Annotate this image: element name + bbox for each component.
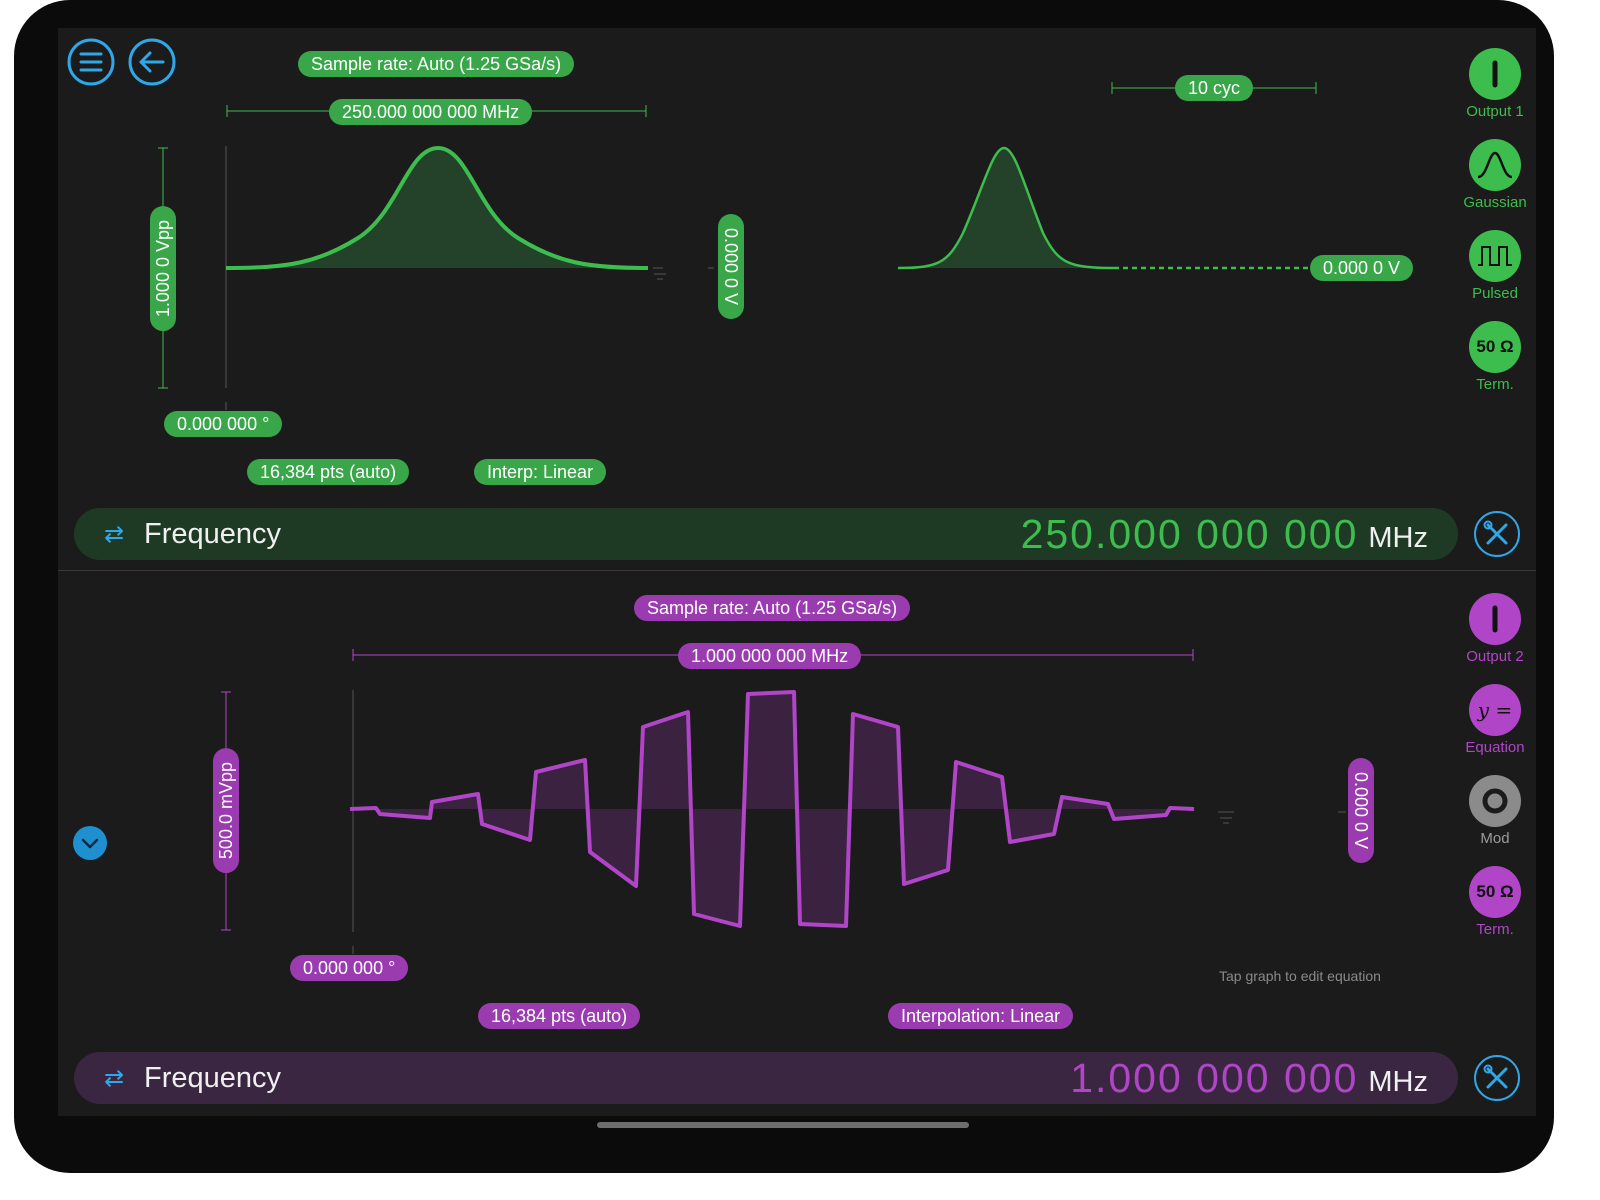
back-button[interactable] [128, 38, 176, 86]
output-2-toggle[interactable]: Output 2 [1455, 593, 1535, 665]
pulsed-mode-button[interactable]: Pulsed [1455, 230, 1535, 302]
ch1-frequency-bar[interactable]: ⇄ Frequency 250.000 000 000 MHz [74, 508, 1458, 560]
ch1-cycles-pill[interactable]: 10 cyc [1175, 75, 1254, 101]
chevron-down-icon [81, 838, 99, 849]
ch2-parameter-name: Frequency [144, 1061, 282, 1094]
ch2-waveform-fill [350, 692, 1194, 926]
channel-divider [58, 570, 1536, 571]
ch1-gaussian-fill [226, 148, 648, 268]
mod-ring-icon [1469, 775, 1521, 827]
ch1-frequency-value[interactable]: 250.000 000 000 [1020, 510, 1359, 557]
screen: Sample rate: Auto (1.25 GSa/s) 250.000 0… [58, 28, 1536, 1116]
ch1-term-label: Term. [1476, 376, 1514, 393]
menu-icon [67, 38, 115, 86]
ch1-frequency-pill[interactable]: 250.000 000 000 MHz [329, 99, 533, 125]
ch1-interp-pill[interactable]: Interp: Linear [474, 459, 607, 485]
ch1-points-pill[interactable]: 16,384 pts (auto) [247, 459, 410, 485]
ch2-tools-button[interactable] [1474, 1055, 1520, 1101]
pulse-train-icon [1469, 230, 1521, 282]
pulsed-label: Pulsed [1472, 285, 1518, 302]
ch1-amplitude-pill[interactable]: 1.000 0 Vpp [150, 206, 176, 332]
output-1-toggle[interactable]: Output 1 [1455, 48, 1535, 120]
ch1-offset-pill[interactable]: 0.000 0 V [718, 214, 744, 320]
back-arrow-icon [128, 38, 176, 86]
gaussian-label: Gaussian [1463, 194, 1527, 211]
ch1-tools-button[interactable] [1474, 511, 1520, 557]
ch2-termination-button[interactable]: 50 Ω Term. [1455, 866, 1535, 938]
ch1-gaussian-trace [225, 145, 649, 270]
wrench-screwdriver-icon [1483, 1064, 1508, 1089]
gaussian-waveform-button[interactable]: Gaussian [1455, 139, 1535, 211]
power-icon [1469, 593, 1521, 645]
ch2-frequency-unit[interactable]: MHz [1368, 1065, 1428, 1098]
menu-button[interactable] [67, 38, 115, 86]
edit-equation-hint: Tap graph to edit equation [1219, 968, 1381, 984]
ch2-waveform-graph[interactable] [58, 572, 1458, 992]
ch1-parameter-name: Frequency [144, 517, 282, 550]
power-icon [1469, 48, 1521, 100]
ch2-interp-pill[interactable]: Interpolation: Linear [888, 1003, 1074, 1029]
ch2-amplitude-pill[interactable]: 500.0 mVpp [213, 748, 239, 874]
ch2-frequency-value[interactable]: 1.000 000 000 [1070, 1054, 1359, 1101]
ch2-frequency-bar[interactable]: ⇄ Frequency 1.000 000 000 MHz [74, 1052, 1458, 1104]
ch1-frequency-unit[interactable]: MHz [1368, 521, 1428, 554]
swap-arrows-icon[interactable]: ⇄ [104, 520, 125, 548]
equation-icon: y = [1469, 684, 1521, 736]
ch1-level-pill[interactable]: 0.000 0 V [1310, 255, 1414, 281]
equation-waveform-button[interactable]: y = Equation [1455, 684, 1535, 756]
ch1-phase-pill[interactable]: 0.000 000 ° [164, 411, 283, 437]
termination-value: 50 Ω [1469, 866, 1521, 918]
wrench-screwdriver-icon [1483, 520, 1508, 545]
ch1-termination-button[interactable]: 50 Ω Term. [1455, 321, 1535, 393]
ch2-points-pill[interactable]: 16,384 pts (auto) [478, 1003, 641, 1029]
ch2-waveform-trace [349, 690, 1195, 928]
ch2-phase-pill[interactable]: 0.000 000 ° [290, 955, 409, 981]
termination-value: 50 Ω [1469, 321, 1521, 373]
gaussian-wave-icon [1469, 139, 1521, 191]
swap-arrows-icon[interactable]: ⇄ [104, 1064, 125, 1092]
ch1-sample-rate-pill[interactable]: Sample rate: Auto (1.25 GSa/s) [298, 51, 575, 77]
tablet-frame: Sample rate: Auto (1.25 GSa/s) 250.000 0… [14, 0, 1554, 1173]
mod-label: Mod [1480, 830, 1510, 847]
ch1-burst-trace [897, 146, 1115, 270]
modulation-button[interactable]: Mod [1455, 775, 1535, 847]
ch2-frequency-pill[interactable]: 1.000 000 000 MHz [678, 643, 862, 669]
ch2-term-label: Term. [1476, 921, 1514, 938]
output-2-label: Output 2 [1466, 648, 1524, 665]
home-indicator[interactable] [597, 1122, 969, 1128]
output-1-label: Output 1 [1466, 103, 1524, 120]
ch2-sample-rate-pill[interactable]: Sample rate: Auto (1.25 GSa/s) [634, 595, 911, 621]
equation-label: Equation [1465, 739, 1525, 756]
ch2-offset-pill[interactable]: 0.000 0 V [1348, 758, 1374, 864]
collapse-button[interactable] [73, 826, 107, 860]
